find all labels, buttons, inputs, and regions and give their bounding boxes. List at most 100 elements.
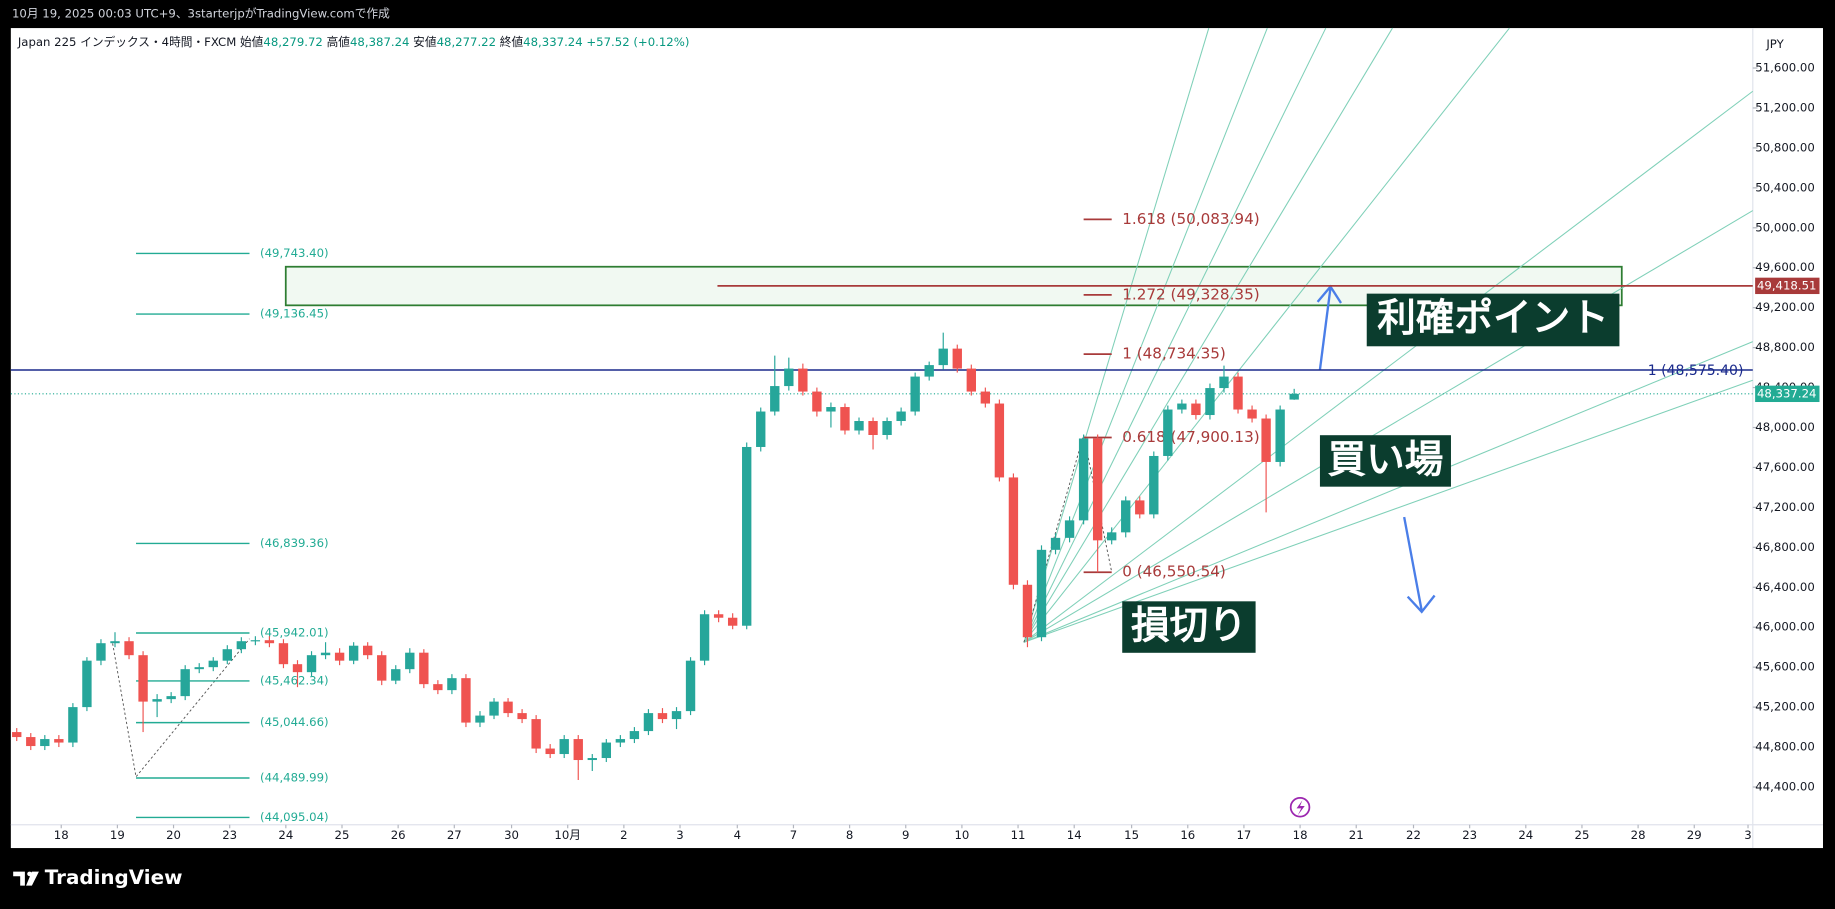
y-tick-label: 46,400.00 (1755, 580, 1814, 594)
x-tick-label: 3 (1744, 828, 1751, 842)
candle-body (713, 614, 724, 618)
level-label: (45,044.66) (260, 715, 329, 729)
candle-body (699, 614, 710, 661)
candle-body (1289, 393, 1299, 400)
candle-body (110, 641, 120, 644)
candle-body (727, 617, 738, 626)
candle-body (545, 748, 555, 755)
candles (12, 332, 1299, 781)
y-tick-label: 45,200.00 (1755, 700, 1814, 714)
candle-body (236, 641, 247, 650)
candle-body (924, 365, 934, 377)
candle-body (629, 731, 640, 740)
candle-body (1177, 403, 1187, 410)
candle-body (742, 446, 752, 626)
x-tick-label: 23 (222, 828, 237, 842)
plot: (49,743.40) (49,136.45) (46,839.36) (45,942… (10, 210, 1753, 824)
price-tag (1755, 385, 1820, 403)
y-tick-label: 48,000.00 (1755, 420, 1814, 434)
candle-body (587, 758, 597, 761)
candle-body (812, 391, 822, 412)
candle-body (1219, 376, 1229, 389)
x-tick-label: 8 (846, 828, 853, 842)
event-icon[interactable] (1289, 796, 1311, 818)
x-tick-label: 10 (954, 828, 969, 842)
candle-body (1233, 376, 1243, 410)
candle-body (896, 411, 906, 422)
note-stop-loss: 損切り (1131, 604, 1247, 649)
x-tick-label: 24 (1518, 828, 1533, 842)
brand-logo (13, 871, 39, 886)
x-tick-label: 22 (1406, 828, 1421, 842)
brand-logo-dot (27, 871, 32, 877)
note-take-profit: 利確ポイント (1377, 296, 1609, 341)
candle-body (138, 655, 148, 702)
x-tick-label: 21 (1349, 828, 1364, 842)
arrow-down (1403, 516, 1423, 611)
candle-body (798, 368, 808, 392)
y-tick-label: 47,600.00 (1755, 460, 1814, 474)
footer (0, 848, 1835, 909)
note-box (1366, 293, 1620, 347)
ohlc-name: 終値 (500, 35, 524, 49)
candle-body (419, 652, 429, 685)
candle-body (1064, 520, 1075, 538)
candle-body (180, 669, 190, 697)
candle-body (1078, 438, 1089, 521)
candle-body (966, 368, 976, 392)
fan-line (1023, 27, 1327, 643)
x-tick-label: 11 (1011, 828, 1026, 842)
brand: TradingView (45, 866, 183, 889)
candle-body (348, 645, 359, 661)
chart-area (10, 28, 1823, 849)
candle-body (615, 739, 626, 743)
y-tick-label: 49,200.00 (1755, 300, 1814, 314)
candle-body (1121, 500, 1131, 533)
candle-body (938, 348, 948, 366)
price-tag-label: 48,337.24 (1757, 386, 1816, 400)
candle-body (1275, 409, 1285, 462)
candle-body (292, 664, 303, 673)
y-tick-label: 46,000.00 (1755, 620, 1814, 634)
ohlc-name: 安値 (413, 35, 437, 49)
price-tag-label: 49,418.51 (1757, 278, 1816, 292)
fib-label: 1 (48,734.35) (1122, 345, 1226, 363)
candle-body (1107, 532, 1117, 541)
candle-body (1036, 549, 1047, 638)
candle-body (601, 742, 612, 759)
candle-body (657, 713, 668, 720)
x-tick-label: 17 (1236, 828, 1251, 842)
candle-body (68, 707, 78, 743)
candle-body (278, 643, 289, 665)
candle-body (208, 660, 218, 668)
x-tick-label: 3 (676, 828, 683, 842)
candle-body (980, 391, 991, 404)
x-tick-label: 7 (790, 828, 797, 842)
level-label: (45,942.01) (260, 626, 329, 640)
ohlc-value: 48,279.72 (263, 35, 322, 49)
candle-body (685, 660, 696, 712)
candle-body (1163, 409, 1173, 456)
level-label: (49,136.45) (260, 307, 329, 321)
x-tick-label: 30 (504, 828, 519, 842)
candle-body (26, 737, 36, 747)
x-tick-label: 26 (391, 828, 406, 842)
level-label: (44,489.99) (260, 771, 329, 785)
candle-body (1022, 584, 1033, 638)
candle-body (1050, 537, 1061, 550)
candle-body (391, 669, 401, 681)
y-tick-label: 44,400.00 (1755, 779, 1814, 793)
candle-body (1191, 403, 1201, 416)
candle-body (489, 701, 499, 716)
x-tick-label: 19 (110, 828, 125, 842)
candle-body (96, 643, 106, 661)
candle-body (756, 411, 766, 447)
candle-body (152, 699, 162, 702)
y-tick-label: 51,600.00 (1755, 61, 1814, 75)
candle-body (784, 368, 794, 387)
currency: JPY (1765, 37, 1784, 51)
ohlc-name: 始値 (240, 35, 264, 49)
candle-body (54, 739, 64, 743)
x-tick-label: 27 (447, 828, 462, 842)
y-tick-label: 49,600.00 (1755, 260, 1814, 274)
